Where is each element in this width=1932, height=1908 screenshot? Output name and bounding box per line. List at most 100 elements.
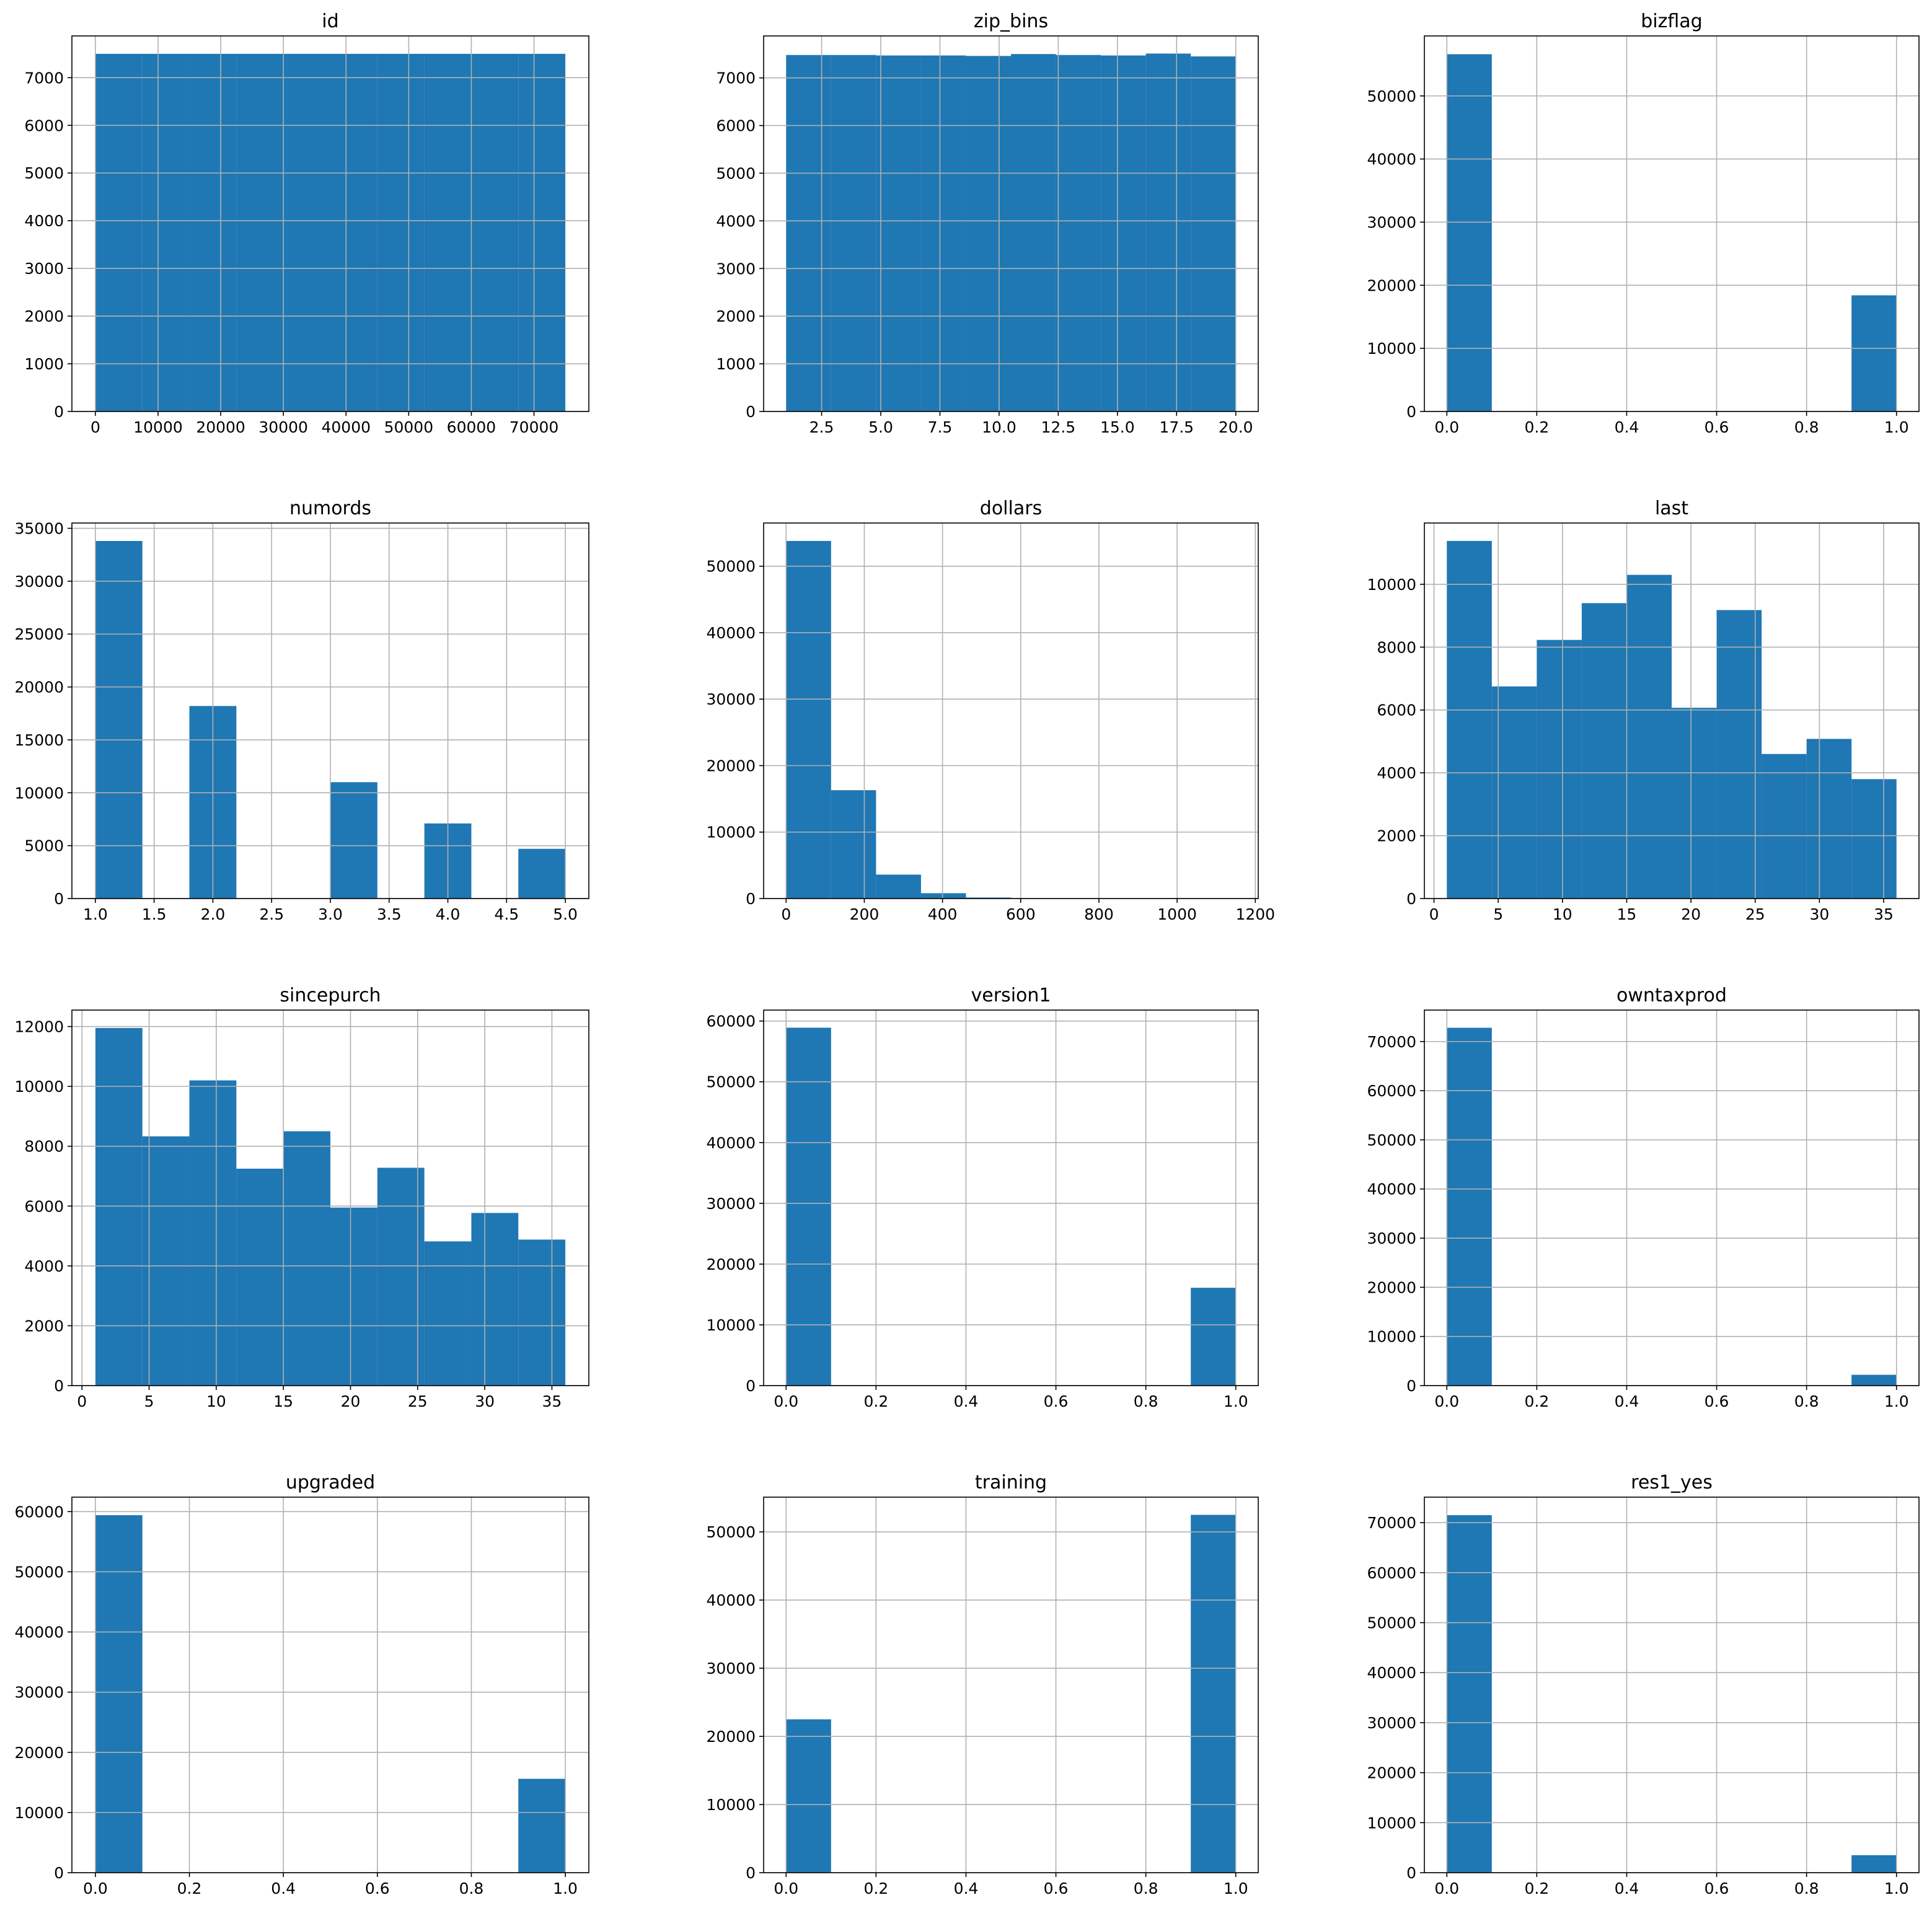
x-tick-label: 0.8	[1794, 418, 1819, 436]
x-tick-label: 0.8	[1134, 1392, 1158, 1410]
y-tick-label: 2000	[1377, 827, 1416, 845]
y-tick-label: 0	[746, 1864, 756, 1882]
histogram-bar	[95, 1027, 143, 1386]
x-tick-label: 0.4	[1615, 418, 1639, 436]
x-tick-label: 0.2	[1524, 1879, 1549, 1897]
x-tick-label: 2.0	[201, 905, 226, 923]
histogram-bar	[1762, 754, 1807, 899]
y-tick-label: 0	[746, 890, 756, 908]
y-tick-label: 50000	[1367, 87, 1416, 105]
x-tick-label: 1.5	[142, 905, 167, 923]
x-tick-label: 0	[77, 1392, 87, 1410]
plot-frame	[763, 522, 1259, 899]
y-tick-label: 7000	[24, 69, 64, 87]
y-tick-label: 6000	[24, 1197, 64, 1215]
histogram-bar	[236, 1168, 284, 1386]
y-tick-label: 30000	[14, 1684, 64, 1702]
histogram-bar	[1447, 1515, 1492, 1873]
y-tick-label: 60000	[706, 1013, 756, 1031]
histogram-bar	[1716, 610, 1762, 899]
histogram-bar	[1056, 55, 1101, 411]
x-tick-label: 1000	[1157, 905, 1197, 923]
histogram-bar	[920, 55, 966, 411]
x-tick-label: 50000	[384, 418, 434, 436]
x-tick-label: 0	[781, 905, 791, 923]
y-tick-label: 20000	[14, 679, 64, 697]
histogram-bar	[786, 55, 831, 411]
y-tick-label: 6000	[24, 117, 64, 134]
histogram-bar	[283, 53, 330, 412]
y-tick-label: 6000	[1377, 701, 1416, 719]
x-tick-label: 4.5	[494, 905, 519, 923]
y-tick-label: 40000	[706, 1134, 756, 1152]
y-tick-label: 25000	[14, 625, 64, 643]
x-tick-label: 0.8	[459, 1879, 484, 1897]
x-tick-label: 0.8	[1134, 1879, 1158, 1897]
x-tick-label: 1.0	[1884, 418, 1909, 436]
histogram-bar	[424, 53, 472, 412]
panel-title: upgraded	[286, 1472, 375, 1493]
x-tick-label: 10000	[133, 418, 183, 436]
panel-title: sincepurch	[280, 985, 381, 1006]
x-tick-label: 15.0	[1100, 418, 1135, 436]
x-tick-label: 1.0	[553, 1879, 578, 1897]
plot-frame	[1424, 1497, 1920, 1873]
y-tick-label: 30000	[706, 1660, 756, 1677]
y-tick-label: 20000	[14, 1744, 64, 1762]
histogram-bar	[786, 540, 831, 899]
y-tick-label: 60000	[1367, 1082, 1416, 1100]
x-tick-label: 60000	[447, 418, 496, 436]
y-tick-label: 10000	[1367, 576, 1416, 594]
histogram-bar	[920, 893, 966, 899]
x-tick-label: 0.8	[1794, 1392, 1819, 1410]
x-tick-label: 10	[1553, 905, 1573, 923]
y-tick-label: 10000	[706, 1796, 756, 1814]
y-tick-label: 0	[1406, 1864, 1416, 1882]
x-tick-label: 15	[1617, 905, 1637, 923]
y-tick-label: 40000	[1367, 151, 1416, 169]
x-tick-label: 0.0	[1434, 1879, 1459, 1897]
x-tick-label: 5	[1493, 905, 1503, 923]
y-tick-label: 35000	[14, 520, 64, 538]
histogram-bar	[236, 53, 284, 412]
histogram-bar	[377, 1167, 425, 1386]
histogram-bar	[330, 53, 377, 412]
histogram-bar	[518, 1778, 566, 1873]
histogram-bar	[1145, 53, 1191, 411]
y-tick-label: 0	[1406, 890, 1416, 908]
x-tick-label: 25	[1745, 905, 1765, 923]
x-tick-label: 0.0	[774, 1879, 798, 1897]
histogram-bar	[1101, 55, 1146, 411]
y-tick-label: 50000	[706, 1073, 756, 1091]
plot-frame	[1424, 1009, 1920, 1386]
y-tick-label: 20000	[706, 1728, 756, 1746]
y-tick-label: 3000	[716, 260, 756, 278]
y-tick-label: 0	[54, 1377, 64, 1395]
y-tick-label: 5000	[24, 837, 64, 855]
histogram-bar	[786, 1719, 831, 1873]
histogram-bar	[1447, 54, 1492, 412]
y-tick-label: 20000	[706, 757, 756, 775]
x-tick-label: 0.4	[271, 1879, 296, 1897]
y-tick-label: 10000	[14, 1804, 64, 1822]
x-tick-label: 0	[90, 418, 100, 436]
histogram-bar	[876, 874, 921, 899]
x-tick-label: 0.0	[774, 1392, 798, 1410]
plot-frame	[1424, 35, 1920, 412]
histogram-panel-sincepurch: 0 5 10 15 20 25 30 35 0 2000 4000 6000 8000 10000 1200…	[14, 985, 589, 1410]
x-tick-label: 5.0	[553, 905, 578, 923]
panel-title: numords	[289, 498, 371, 519]
histogram-bar	[1491, 686, 1537, 899]
x-tick-label: 600	[1006, 905, 1036, 923]
y-tick-label: 0	[54, 403, 64, 421]
histogram-panel-owntaxprod: 0.0 0.2 0.4 0.6 0.8 1.0 0 10000 20000 30000 40000 5…	[1367, 985, 1920, 1410]
histogram-bar	[831, 790, 876, 899]
histogram-panel-training: 0.0 0.2 0.4 0.6 0.8 1.0 0 10000 20000 30000 40000 5…	[706, 1472, 1259, 1897]
x-tick-label: 20	[1681, 905, 1701, 923]
x-tick-label: 0.0	[1434, 1392, 1459, 1410]
x-tick-label: 0.2	[863, 1879, 888, 1897]
x-tick-label: 0.4	[954, 1392, 979, 1410]
y-tick-label: 50000	[706, 558, 756, 576]
x-tick-label: 0.2	[863, 1392, 888, 1410]
histogram-bar	[1191, 1288, 1236, 1386]
